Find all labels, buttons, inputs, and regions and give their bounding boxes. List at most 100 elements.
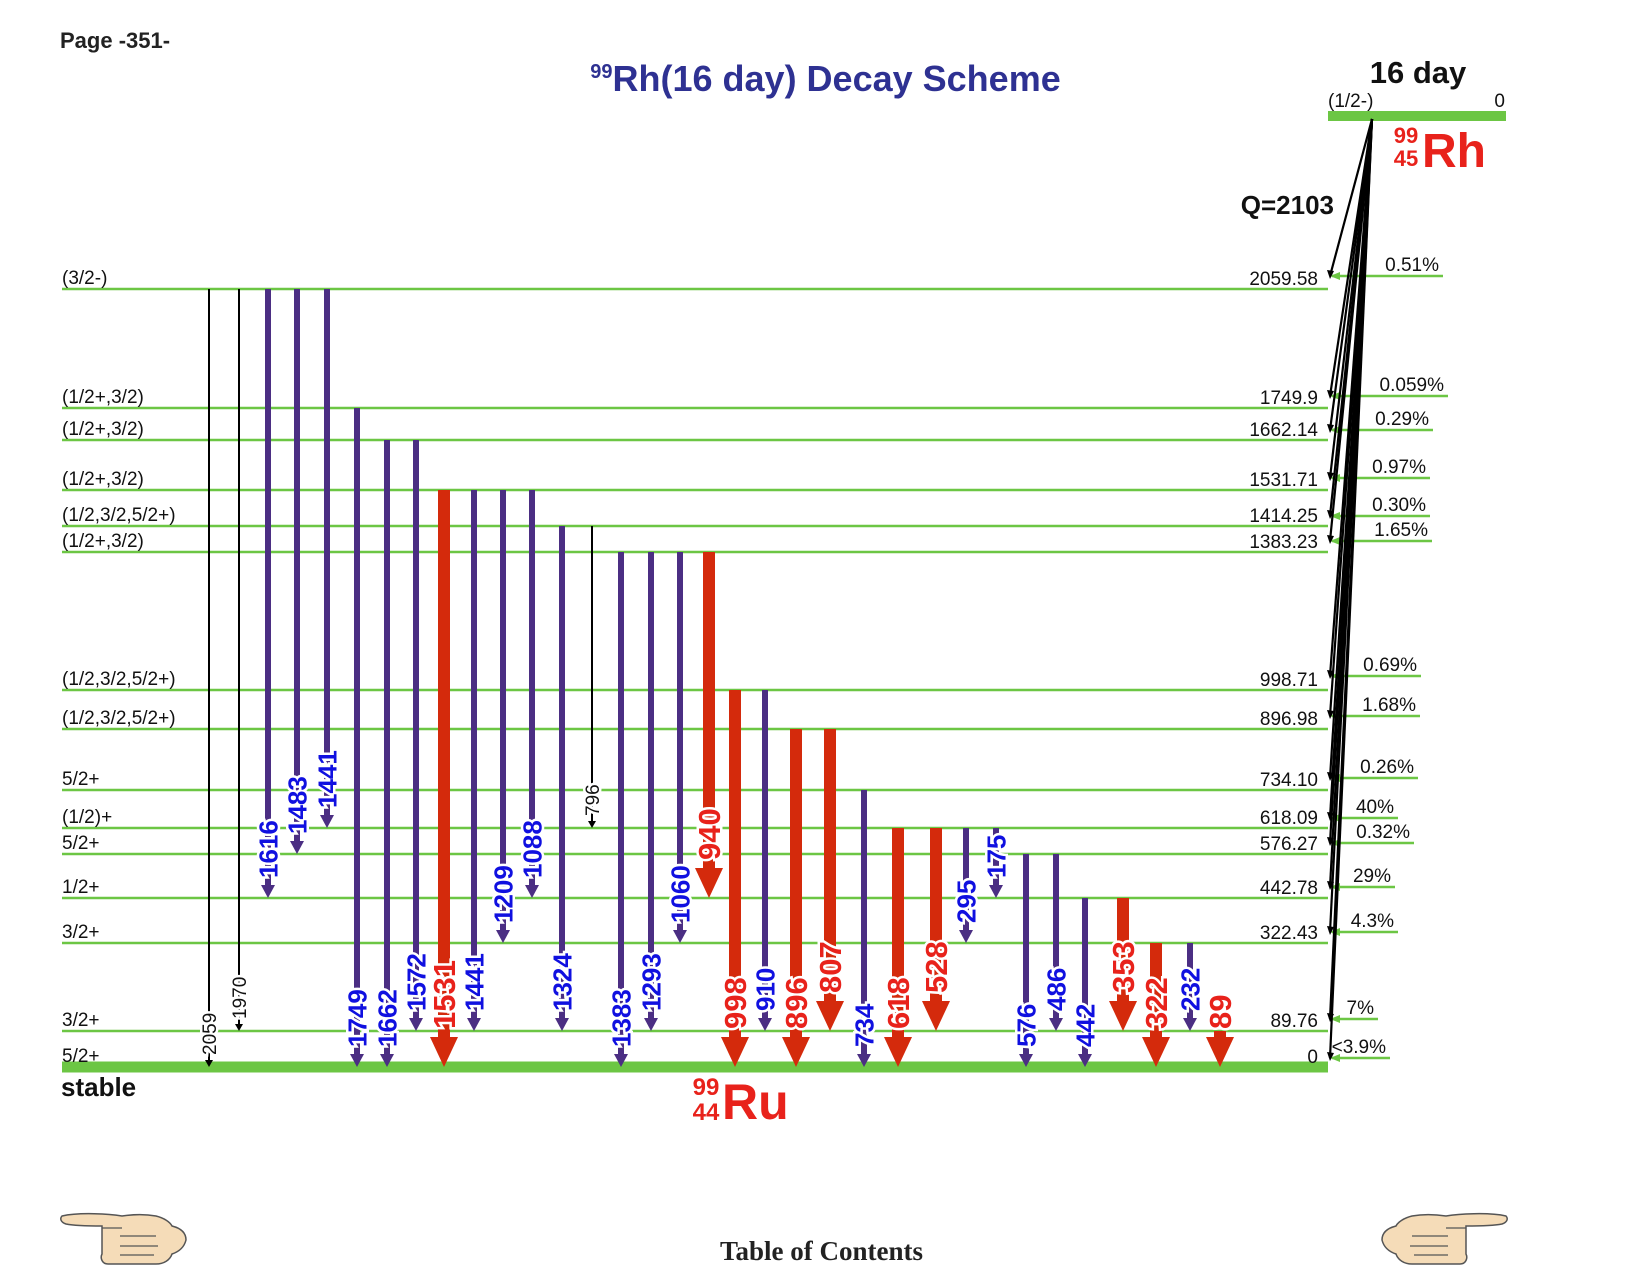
transition-arrowhead [261, 885, 275, 898]
feed-percent: 0.30% [1372, 495, 1426, 516]
feed-percent: 40% [1356, 797, 1394, 818]
transition-arrowhead [320, 815, 334, 828]
daughter-atomic-number: 44 [693, 1099, 720, 1126]
transition-shaft [324, 289, 330, 816]
feed-percent: <3.9% [1332, 1037, 1387, 1058]
transition-label-halo: 1531 [427, 960, 462, 1029]
transition-shaft [824, 729, 836, 1003]
transition-label-halo: 353 [1106, 941, 1141, 993]
feed-intensity-arrowhead [1330, 537, 1340, 545]
level-spin: 3/2+ [62, 922, 100, 943]
transition-arrowhead [1206, 1037, 1234, 1067]
stable-label: stable [61, 1072, 136, 1102]
transition-arrowhead [644, 1018, 658, 1031]
transition-energy-label: 486 [1041, 968, 1071, 1011]
level-spin: (1/2,3/2,5/2+) [62, 708, 176, 729]
q-value: Q=2103 [1241, 190, 1334, 220]
transition-energy-label: 1662 [372, 989, 402, 1047]
transition-shaft [861, 790, 867, 1055]
transition-shaft [354, 408, 360, 1055]
beta-feed-line [1328, 118, 1374, 542]
level-spin: 3/2+ [62, 1010, 100, 1031]
table-of-contents-link[interactable]: Table of Contents [720, 1236, 924, 1266]
transition-shaft [963, 828, 969, 931]
feed-intensity-arrowhead [1330, 512, 1340, 520]
transition-shaft [648, 552, 654, 1019]
level-energy: 618.09 [1260, 808, 1318, 829]
transition-shaft [294, 289, 300, 842]
transition-shaft [1150, 943, 1162, 1039]
transition-energy-label: 295 [951, 880, 981, 923]
transition-arrowhead [1049, 1018, 1063, 1031]
transition-label-halo: 1662 [372, 989, 402, 1047]
transition-energy-label: 442 [1070, 1004, 1100, 1047]
transition-arrowhead [614, 1054, 628, 1067]
parent-energy: 0 [1494, 91, 1505, 112]
transition-label-halo: 295 [951, 880, 981, 923]
transition-shaft [1053, 854, 1059, 1019]
transition-label-halo: 89 [1203, 995, 1238, 1029]
transition-arrowhead [409, 1018, 423, 1031]
feed-percent: 29% [1353, 866, 1391, 887]
level-spin: 5/2+ [62, 769, 100, 790]
transition-label-halo: 1483 [282, 776, 312, 834]
transition-energy-label: 232 [1175, 968, 1205, 1011]
transition-arrowhead [205, 1060, 213, 1067]
beta-feed-arrowhead [1327, 1052, 1334, 1061]
level-spin: (3/2-) [62, 268, 107, 289]
transition-energy-label: 353 [1106, 941, 1141, 993]
level-spin: 5/2+ [62, 1046, 100, 1067]
transition-shaft [892, 828, 904, 1039]
transition-shaft [471, 490, 477, 1019]
transition-shaft [1214, 1031, 1226, 1039]
level-energy: 1749.9 [1260, 388, 1318, 409]
transition-arrowhead [673, 930, 687, 943]
level-energy: 0 [1307, 1047, 1318, 1068]
feed-percent: 0.69% [1363, 655, 1417, 676]
previous-page-hand-icon[interactable] [60, 1208, 190, 1268]
next-page-hand-icon[interactable] [1378, 1208, 1508, 1268]
transition-label-halo: 1749 [342, 989, 372, 1047]
transition-label-halo: 232 [1175, 968, 1205, 1011]
transition-label-halo: 528 [919, 941, 954, 993]
transition-shaft [1117, 898, 1129, 1003]
transition-label-halo: 940 [692, 808, 727, 860]
energy-levels [62, 111, 1506, 1073]
transition-arrowhead [555, 1018, 569, 1031]
transition-energy-label: 1483 [282, 776, 312, 834]
transition-shaft [677, 552, 683, 931]
transition-energy-label: 1531 [427, 960, 462, 1029]
beta-feed-arrowhead [1327, 424, 1334, 433]
beta-feed-line [1328, 118, 1374, 277]
daughter-symbol: Ru [722, 1074, 789, 1130]
transition-arrowhead [1109, 1001, 1137, 1031]
level-spin: 5/2+ [62, 833, 100, 854]
feed-intensity-arrowhead [1330, 272, 1340, 280]
transition-arrowhead [959, 930, 973, 943]
transition-shaft [993, 828, 999, 886]
level-energy: 1383.23 [1249, 532, 1318, 553]
transition-arrowhead [235, 1024, 243, 1031]
transition-arrowhead [695, 868, 723, 898]
transition-shaft [529, 490, 535, 886]
level-energy: 89.76 [1270, 1011, 1318, 1032]
beta-feed-arrowhead [1327, 270, 1334, 279]
level-energy: 442.78 [1260, 878, 1318, 899]
transition-arrowhead [1142, 1037, 1170, 1067]
daughter-mass-number: 99 [693, 1074, 720, 1101]
transition-energy-label: 1441 [312, 750, 342, 808]
